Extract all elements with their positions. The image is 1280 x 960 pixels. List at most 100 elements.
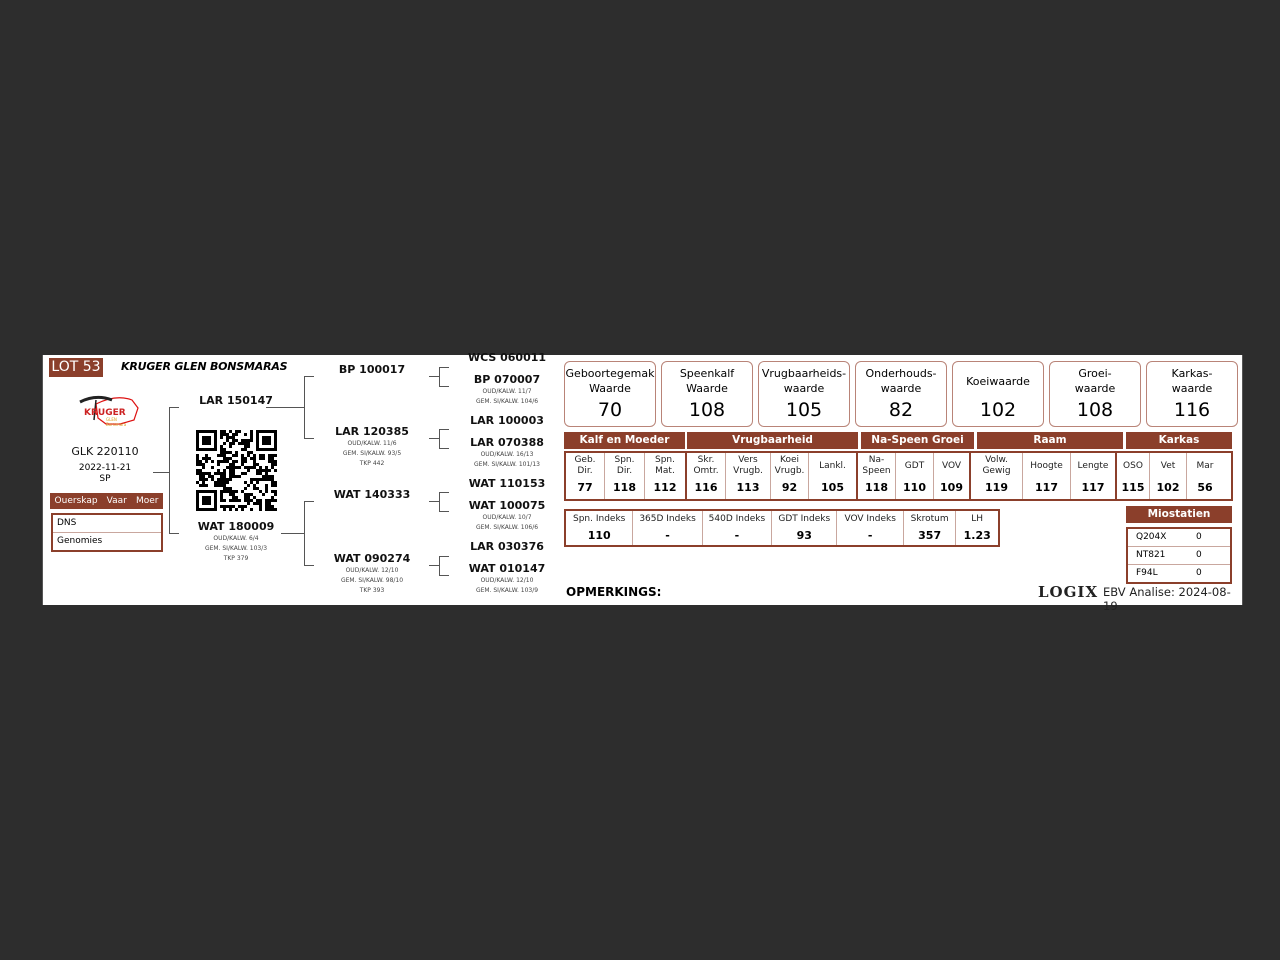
trait-group-header: Karkas <box>1126 432 1232 449</box>
pedigree-dss: WAT 110153 <box>468 477 546 490</box>
trait-cell: Mar 56 <box>1187 453 1223 499</box>
trait-label: Lengte <box>1077 460 1109 471</box>
index-value: 1.23 <box>963 529 991 542</box>
trait-value: 117 <box>1081 481 1105 494</box>
birth-date: 2022-11-21 <box>78 463 132 473</box>
score-label: Onderhouds- waarde <box>865 367 937 395</box>
trait-value: 110 <box>903 481 926 494</box>
index-value: 357 <box>918 529 942 542</box>
trait-value: 102 <box>1156 481 1180 494</box>
index-value: 110 <box>587 529 611 542</box>
trait-cell: Hoogte 117 <box>1023 453 1071 499</box>
trait-cell: Lengte 117 <box>1071 453 1117 499</box>
miostatien-table: Q204X 0 NT821 0 F94L 0 <box>1126 527 1232 584</box>
svg-text:GLEN: GLEN <box>106 417 117 422</box>
pedigree-connector-line <box>304 501 314 502</box>
trait-cell: Spn. Dir. 118 <box>605 453 645 499</box>
trait-label: Mar <box>1196 460 1214 471</box>
trait-cell: GDT 110 <box>896 453 934 499</box>
pedigree-connector-line <box>429 438 439 439</box>
lot-card: LOT 53 KRUGER GLEN BONSMARAS KRUGER GLEN… <box>42 351 1243 613</box>
trait-cell: Koei Vrugb. 92 <box>771 453 809 499</box>
parentage-table: DNS Genomies <box>51 513 163 552</box>
score-label: Vrugbaarheids- waarde <box>761 367 847 395</box>
breeder-name: KRUGER GLEN BONSMARAS <box>121 360 288 373</box>
score-box: Onderhouds- waarde 82 <box>855 361 947 427</box>
trait-cell: OSO 115 <box>1117 453 1150 499</box>
logix-logo: LOGIX <box>1038 583 1099 601</box>
index-cell: Skrotum 357 <box>904 511 957 545</box>
score-label: Karkas- waarde <box>1171 367 1213 395</box>
index-value: - <box>665 529 670 542</box>
miostatien-value: 0 <box>1196 568 1202 578</box>
ebv-analysis-date: EBV Analise: 2024-08-19 <box>1103 585 1231 613</box>
miostatien-value: 0 <box>1196 550 1202 560</box>
score-label: Geboortegemak Waarde <box>565 367 655 395</box>
pedigree-connector-line <box>439 575 449 576</box>
pedigree-sdd-detail: OUD/KALW. 16/13 <box>480 451 534 458</box>
pedigree-connector-line <box>429 376 439 377</box>
parentage-row-genomies: Genomies <box>57 536 103 546</box>
pedigree-dsd: WAT 100075 <box>468 499 546 512</box>
score-box: Karkas- waarde 116 <box>1146 361 1238 427</box>
trait-group-header: Kalf en Moeder <box>564 432 685 449</box>
pedigree-connector-line <box>439 367 440 386</box>
pedigree-dam: WAT 180009 <box>197 520 275 533</box>
trait-value: 119 <box>985 481 1008 494</box>
pedigree-sdd-detail: GEM. SI/KALW. 101/13 <box>474 461 540 468</box>
pedigree-connector-line <box>169 407 170 533</box>
trait-cell: Vers Vrugb. 113 <box>726 453 771 499</box>
trait-value: 109 <box>940 481 963 494</box>
index-value: - <box>734 529 740 542</box>
trait-label: Geb. Dir. <box>574 455 596 476</box>
pedigree-dd-detail: GEM. SI/KALW. 98/10 <box>340 577 404 584</box>
index-label: 540D Indeks <box>708 513 766 524</box>
pedigree-ssd: BP 070007 <box>473 373 541 386</box>
score-box: Speenkalf Waarde 108 <box>661 361 753 427</box>
trait-group-header: Na-Speen Groei <box>861 432 974 449</box>
pedigree-connector-line <box>153 472 169 473</box>
index-cell: Spn. Indeks 110 <box>566 511 634 545</box>
score-value: 70 <box>597 399 623 421</box>
miostatien-gene: F94L <box>1136 568 1158 578</box>
trait-value: 112 <box>653 481 677 494</box>
index-label: LH <box>971 513 984 524</box>
trait-label: Spn. Mat. <box>655 455 675 476</box>
pedigree-connector-line <box>266 407 304 408</box>
pedigree-ds: WAT 140333 <box>333 488 411 501</box>
pedigree-ssd-detail: OUD/KALW. 11/7 <box>482 388 532 395</box>
score-box: Vrugbaarheids- waarde 105 <box>758 361 850 427</box>
pedigree-ddd-detail: OUD/KALW. 12/10 <box>480 577 534 584</box>
index-table: Spn. Indeks 110 365D Indeks - 540D Indeks - GD… <box>564 509 1000 547</box>
trait-value: 105 <box>821 481 844 494</box>
pedigree-ddd-detail: GEM. SI/KALW. 103/9 <box>475 587 539 594</box>
qr-code[interactable] <box>196 430 277 511</box>
sex: SP <box>99 474 111 484</box>
index-label: 365D Indeks <box>639 513 696 524</box>
parentage-header-ouerskap: Ouerskap <box>54 496 98 506</box>
trait-label: Volw. Gewig <box>982 455 1011 476</box>
trait-label: Koei Vrugb. <box>774 455 805 476</box>
pedigree-connector-line <box>439 367 449 368</box>
index-label: Spn. Indeks <box>573 513 626 524</box>
pedigree-sd-detail: OUD/KALW. 11/6 <box>347 440 397 447</box>
parentage-header-moer: Moer <box>135 496 159 506</box>
remarks-label: OPMERKINGS: <box>566 585 662 599</box>
trait-label: Hoogte <box>1030 460 1063 471</box>
pedigree-connector-line <box>169 533 179 534</box>
pedigree-dd-detail: OUD/KALW. 12/10 <box>345 567 399 574</box>
trait-label: Lankl. <box>819 460 846 471</box>
pedigree-connector-line <box>429 501 439 502</box>
breeder-logo: KRUGER GLEN Bonsmara <box>76 390 142 432</box>
trait-cell: VOV 109 <box>934 453 971 499</box>
trait-cell: Volw. Gewig 119 <box>971 453 1023 499</box>
animal-id: GLK 220110 <box>71 445 139 458</box>
pedigree-sd-detail: GEM. SI/KALW. 93/5 <box>342 450 402 457</box>
index-label: GDT Indeks <box>778 513 831 524</box>
miostatien-value: 0 <box>1196 532 1202 542</box>
trait-label: OSO <box>1123 460 1143 471</box>
trait-value: 118 <box>865 481 888 494</box>
score-label: Koeiwaarde <box>966 374 1030 388</box>
miostatien-row: F94L 0 <box>1128 565 1230 582</box>
index-cell: 540D Indeks - <box>703 511 773 545</box>
